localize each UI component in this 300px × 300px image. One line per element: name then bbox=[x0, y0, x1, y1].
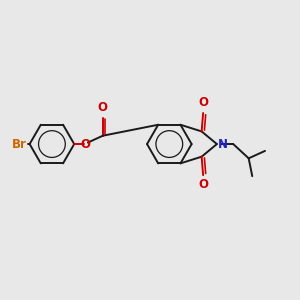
Text: O: O bbox=[98, 101, 108, 114]
Text: O: O bbox=[80, 138, 91, 151]
Text: N: N bbox=[218, 138, 228, 151]
Text: O: O bbox=[198, 178, 208, 191]
Text: Br: Br bbox=[12, 138, 27, 151]
Text: O: O bbox=[198, 96, 208, 109]
